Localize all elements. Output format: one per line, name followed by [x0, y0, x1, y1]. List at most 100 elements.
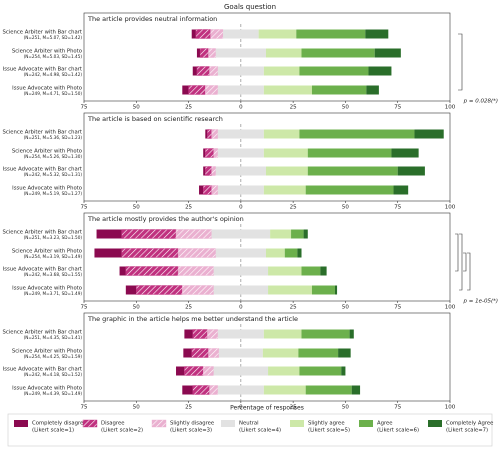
bar-segment: [136, 285, 183, 295]
bar-segment: [305, 385, 352, 395]
bar-segment: [192, 385, 210, 395]
category-label: Issue Advocate with Bar chart: [3, 367, 82, 373]
bar-segment: [263, 129, 300, 139]
x-tick-label: 50: [133, 405, 140, 411]
legend-swatch: [428, 420, 442, 427]
bar-segment: [366, 85, 379, 95]
chart-title: Goals question: [224, 3, 276, 11]
bar-segment: [215, 248, 266, 258]
bar-segment: [217, 85, 264, 95]
bracket: [467, 252, 471, 291]
x-tick-label: 0: [239, 205, 243, 211]
bar-segment: [263, 66, 300, 76]
significance-brackets: [455, 233, 471, 291]
bar-segment: [217, 129, 264, 139]
bar-segment: [176, 366, 185, 376]
bar-segment: [96, 229, 122, 239]
bar-segment: [311, 285, 335, 295]
bar-segment: [263, 185, 306, 195]
bar-segment: [299, 66, 369, 76]
legend-note: (Likert scale=1): [32, 428, 74, 434]
x-tick-label: 100: [445, 305, 456, 311]
legend-note: (Likert scale=5): [308, 428, 350, 434]
bar-segment: [393, 185, 409, 195]
legend-frame: [7, 413, 493, 447]
bar-segment: [223, 29, 259, 39]
x-tick-label: 25: [290, 405, 297, 411]
x-tick-label: 25: [290, 105, 297, 111]
bar-segment: [365, 29, 389, 39]
legend-note: (Likert scale=6): [377, 428, 419, 434]
bracket: [463, 252, 467, 272]
category-label: Science Arbiter with Photo: [12, 49, 82, 55]
bar-segment: [213, 285, 269, 295]
bar-segment: [191, 29, 196, 39]
category-note: (N=242, M=5.32, SD=1.31): [24, 172, 83, 177]
bar-segment: [270, 229, 292, 239]
panel-frame: [83, 212, 451, 302]
x-tick-label: 25: [185, 405, 192, 411]
x-tick-label: 25: [185, 205, 192, 211]
category-label: Science Arbiter with Photo: [12, 249, 82, 255]
bar-segment: [217, 185, 264, 195]
bar-segment: [125, 285, 137, 295]
bar-segment: [182, 385, 193, 395]
category-label: Issue Advocate with Photo: [12, 86, 82, 92]
bar-segment: [268, 366, 300, 376]
category-label: Science Arbiter with Bar chart: [3, 330, 82, 336]
x-tick-label: 100: [445, 105, 456, 111]
legend-note: (Likert scale=3): [170, 428, 212, 434]
bar-segment: [268, 285, 312, 295]
bar-segment: [196, 48, 201, 58]
category-note: (N=242, M=4.98, SD=1.42): [24, 72, 83, 77]
x-tick-label: 25: [290, 305, 297, 311]
bar-segment: [391, 148, 419, 158]
category-label: Science Arbiter with Bar chart: [3, 30, 82, 36]
bar-segment: [203, 185, 212, 195]
bar-segment: [301, 266, 321, 276]
category-label: Issue Advocate with Photo: [12, 386, 82, 392]
bar-segment: [397, 166, 425, 176]
category-label: Issue Advocate with Photo: [12, 186, 82, 192]
panel-title: The article mostly provides the author's…: [87, 215, 244, 223]
p-value: p = 0.028(*): [463, 99, 498, 105]
x-tick-label: 50: [342, 305, 349, 311]
bar-segment: [121, 229, 177, 239]
bar-segment: [284, 248, 298, 258]
bar-segment: [368, 66, 392, 76]
bar-segment: [211, 129, 219, 139]
legend-swatch: [151, 419, 167, 428]
bar-segment: [119, 266, 126, 276]
bar-segment: [217, 329, 264, 339]
bar-segment: [217, 385, 264, 395]
category-label: Science Arbiter with Photo: [12, 149, 82, 155]
bar-segment: [351, 385, 361, 395]
panel-frame: [83, 112, 451, 202]
bar-segment: [311, 85, 367, 95]
category-note: (N=249, M=5.19, SD=1.27): [24, 191, 83, 196]
bar-segment: [121, 248, 179, 258]
bar-segment: [307, 148, 392, 158]
bar-segment: [299, 366, 342, 376]
bar-segment: [199, 48, 209, 58]
bar-segment: [208, 348, 220, 358]
bar-segment: [184, 329, 193, 339]
bar-segment: [213, 366, 269, 376]
bar-segment: [301, 329, 350, 339]
bar-segment: [334, 285, 338, 295]
bar-segment: [338, 348, 351, 358]
bar-segment: [299, 129, 415, 139]
legend-note: (Likert scale=4): [239, 428, 281, 434]
bar-segment: [184, 366, 204, 376]
panel-frame: [83, 312, 451, 402]
category-label: Science Arbiter with Bar chart: [3, 130, 82, 136]
bar-segment: [199, 185, 204, 195]
bar-segment: [205, 166, 212, 176]
bar-segment: [188, 85, 206, 95]
x-tick-label: 75: [81, 205, 88, 211]
bar-segment: [211, 229, 271, 239]
x-tick-label: 50: [133, 205, 140, 211]
legend-label: Disagree: [101, 421, 125, 427]
bar-segment: [183, 348, 192, 358]
bar-segment: [263, 329, 302, 339]
